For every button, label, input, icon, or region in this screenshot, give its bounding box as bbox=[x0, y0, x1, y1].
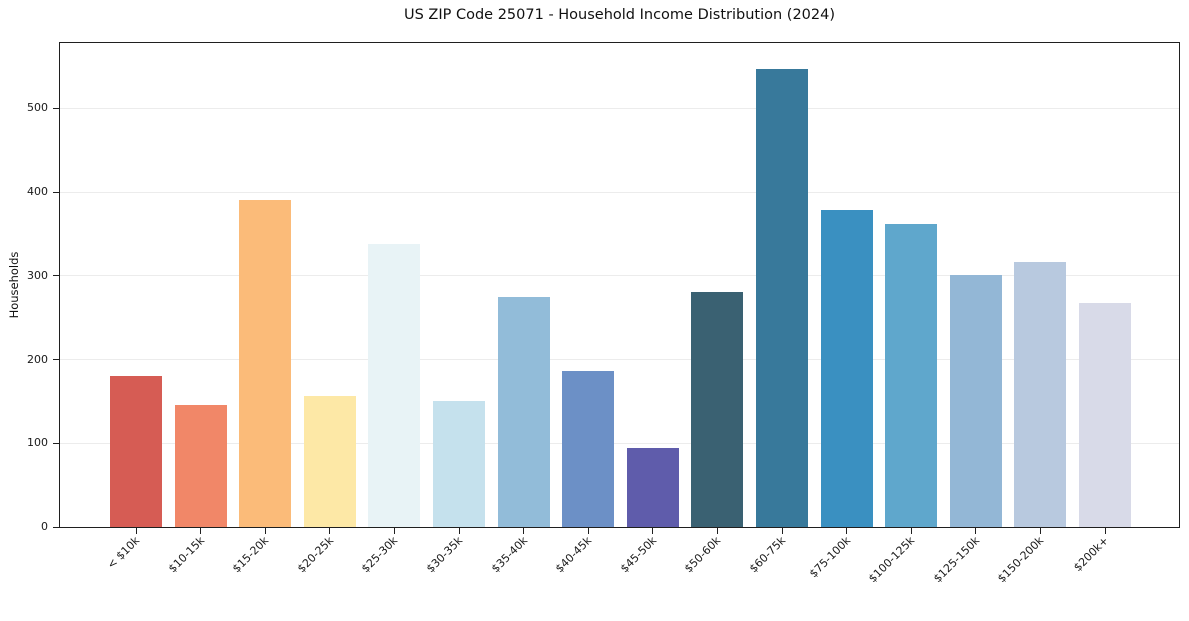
x-tick-mark-13 bbox=[910, 528, 912, 534]
bar-10 bbox=[691, 291, 744, 527]
y-tick-label-500: 500 bbox=[27, 101, 48, 115]
gridline-400 bbox=[60, 191, 1179, 193]
x-tick-mark-4 bbox=[329, 528, 331, 534]
bar-1 bbox=[110, 376, 162, 527]
y-tick-label-0: 0 bbox=[41, 520, 48, 533]
y-tick-label-200: 200 bbox=[27, 352, 48, 366]
y-tick-label-400: 400 bbox=[27, 185, 48, 199]
bar-4 bbox=[303, 395, 356, 527]
x-tick-mark-2 bbox=[200, 528, 202, 534]
y-tick-label-300: 300 bbox=[27, 268, 48, 282]
x-tick-mark-6 bbox=[458, 528, 460, 534]
x-tick-mark-7 bbox=[523, 528, 525, 534]
x-tick-mark-5 bbox=[393, 528, 395, 534]
y-tick-mark-300 bbox=[53, 275, 59, 277]
gridline-200 bbox=[60, 359, 1179, 361]
x-tick-mark-12 bbox=[846, 528, 848, 534]
x-tick-mark-14 bbox=[975, 528, 977, 534]
bar-15 bbox=[1014, 261, 1067, 527]
y-tick-mark-0 bbox=[53, 526, 59, 528]
bar-16 bbox=[1079, 302, 1131, 527]
x-tick-mark-11 bbox=[781, 528, 783, 534]
x-tick-mark-8 bbox=[587, 528, 589, 534]
bar-13 bbox=[885, 223, 938, 527]
y-tick-mark-400 bbox=[53, 191, 59, 193]
plot-area: 0 100 200 300 400 500 < $10k $10-15k $15-20k $20… bbox=[27, 42, 1180, 585]
x-tick-mark-3 bbox=[264, 528, 266, 534]
bar-14 bbox=[949, 274, 1002, 527]
figure: US ZIP Code 25071 - Household Income Dis… bbox=[7, 7, 1180, 586]
bar-2 bbox=[174, 404, 227, 527]
x-tick-mark-10 bbox=[716, 528, 718, 534]
y-tick-label-100: 100 bbox=[27, 436, 48, 450]
x-tick-mark-9 bbox=[652, 528, 654, 534]
x-tick-mark-15 bbox=[1039, 528, 1041, 534]
bar-5 bbox=[368, 243, 421, 527]
bar-6 bbox=[433, 400, 485, 527]
chart-title: US ZIP Code 25071 - Household Income Dis… bbox=[403, 7, 836, 23]
gridline-300 bbox=[60, 275, 1179, 277]
bar-11 bbox=[756, 68, 808, 527]
bar-12 bbox=[820, 209, 873, 527]
gridline-500 bbox=[60, 107, 1179, 109]
x-tick-mark-16 bbox=[1104, 528, 1106, 534]
gridline-100 bbox=[60, 442, 1179, 444]
x-tick-mark-1 bbox=[135, 528, 137, 534]
bar-8 bbox=[562, 371, 615, 527]
bar-7 bbox=[497, 296, 550, 527]
y-tick-mark-100 bbox=[53, 442, 59, 444]
y-tick-mark-200 bbox=[53, 359, 59, 361]
bar-9 bbox=[626, 448, 679, 527]
bar-3 bbox=[239, 200, 292, 527]
y-axis-label: Households bbox=[7, 251, 21, 319]
y-tick-mark-500 bbox=[53, 107, 59, 109]
